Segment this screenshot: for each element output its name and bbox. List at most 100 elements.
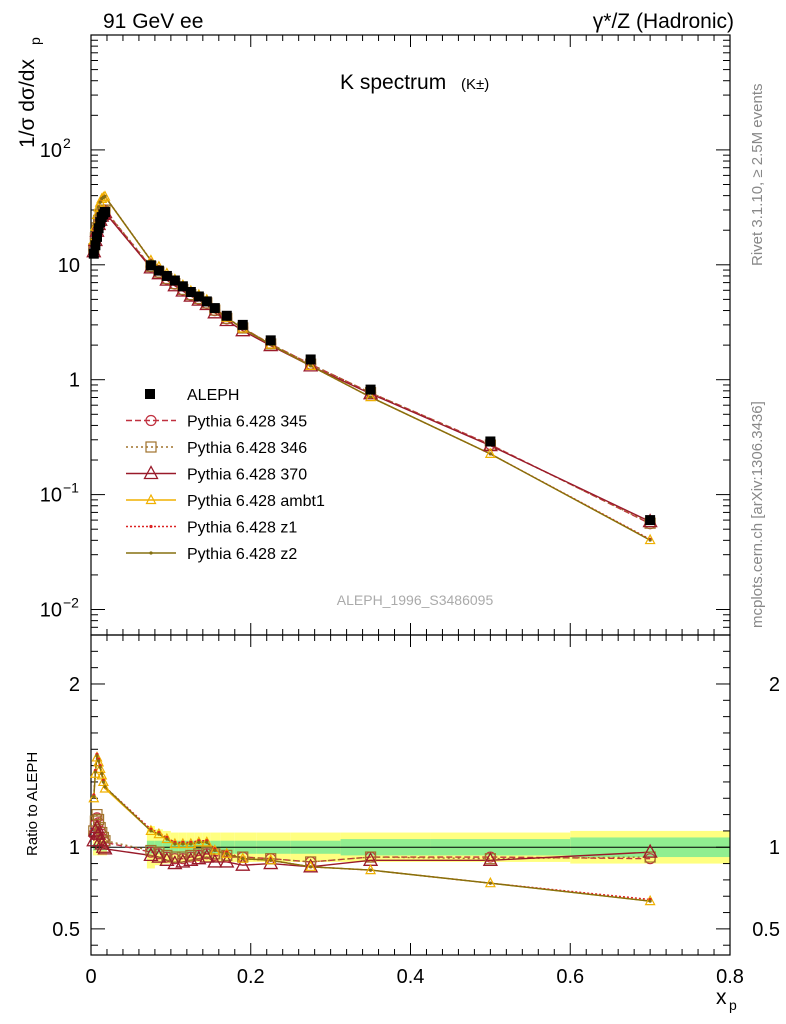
data-point xyxy=(90,240,101,251)
triangle-marker xyxy=(201,836,213,847)
dot-marker xyxy=(98,765,102,769)
data-point xyxy=(177,281,188,292)
series-ratio-line xyxy=(93,755,651,902)
triangle-marker xyxy=(99,782,111,793)
series-markers xyxy=(86,190,658,906)
ratio-y-label: Ratio to ALEPH xyxy=(24,752,41,856)
triangle-marker xyxy=(221,847,233,858)
triangle-marker xyxy=(89,767,101,778)
triangle-marker xyxy=(265,854,277,865)
triangle-marker xyxy=(193,836,205,847)
series-line xyxy=(93,195,651,540)
dot-marker xyxy=(189,842,193,846)
ratio-y-tick-label-right: 0.5 xyxy=(752,919,780,941)
data-point xyxy=(161,270,172,281)
triangle-marker xyxy=(644,533,656,545)
triangle-marker xyxy=(97,840,113,855)
side-label-bottom: mcplots.cern.ch [arXiv:1306.3436] xyxy=(749,401,766,628)
triangle-marker xyxy=(219,853,235,868)
triangle-marker xyxy=(484,876,496,888)
data-point xyxy=(99,207,110,218)
triangle-marker xyxy=(303,357,319,372)
dot-marker xyxy=(95,754,99,758)
data-point xyxy=(237,319,248,330)
series-line xyxy=(93,209,651,524)
triangle-marker xyxy=(305,860,317,871)
dot-marker xyxy=(309,364,313,368)
dot-marker xyxy=(648,899,652,903)
triangle-marker xyxy=(90,825,107,840)
dot-marker xyxy=(149,829,153,833)
triangle-marker xyxy=(482,851,498,866)
triangle-marker xyxy=(199,848,215,863)
triangle-marker xyxy=(642,843,658,858)
triangle-marker xyxy=(237,852,249,863)
y-tick-label: 10 xyxy=(40,485,62,507)
y-axis-label-sub: p xyxy=(27,37,43,45)
x-axis-label: x xyxy=(716,986,727,1009)
square-marker xyxy=(221,849,233,862)
y-axis-label: 1/σ dσ/dx p xyxy=(16,37,43,148)
ratio-y-tick-label: 0.5 xyxy=(52,919,80,941)
dot-marker xyxy=(93,770,97,774)
dot-marker xyxy=(488,881,492,885)
series-ratio-line xyxy=(93,757,651,902)
side-label-top: Rivet 3.1.10, ≥ 2.5M events xyxy=(749,83,766,267)
square-marker xyxy=(153,846,165,858)
triangle-marker xyxy=(305,359,317,370)
dot-marker xyxy=(213,848,217,853)
y-tick-label: 10 xyxy=(58,255,80,277)
dot-marker xyxy=(96,759,101,763)
dot-marker xyxy=(100,772,104,776)
triangle-marker xyxy=(153,827,165,839)
legend-label: Pythia 6.428 z2 xyxy=(187,546,297,563)
x-axis-label-sub: p xyxy=(729,997,737,1013)
legend: ALEPH Pythia 6.428 345 Pythia 6.428 346 Pyt… xyxy=(126,387,325,563)
data-point xyxy=(95,217,106,228)
data-point xyxy=(169,275,180,286)
dot-marker xyxy=(173,842,177,846)
series-lines xyxy=(93,195,651,902)
x-tick-label: 0.8 xyxy=(716,966,744,988)
dot-marker xyxy=(488,452,492,456)
dot-marker xyxy=(165,837,169,841)
triangle-marker xyxy=(209,844,221,855)
triangle-marker xyxy=(145,824,157,836)
data-point xyxy=(209,303,220,314)
square-marker xyxy=(185,849,197,862)
triangle-marker xyxy=(185,837,197,849)
square-marker xyxy=(177,851,189,863)
triangle-marker xyxy=(207,853,223,868)
dot-marker xyxy=(103,785,107,789)
triangle-marker xyxy=(145,493,157,505)
x-tick-label: 0.6 xyxy=(556,966,584,988)
ratio-y-tick-label: 1 xyxy=(69,837,80,859)
header-left: 91 GeV ee xyxy=(103,10,204,33)
triangle-marker xyxy=(644,894,656,906)
y-tick-label-exp: −2 xyxy=(63,595,79,611)
square-marker xyxy=(193,848,205,860)
dot-marker xyxy=(181,842,185,846)
dot-marker xyxy=(368,868,373,872)
triangle-marker xyxy=(484,447,496,458)
y-tick-label: 10 xyxy=(40,140,62,162)
data-point xyxy=(365,384,376,395)
y-tick-label: 10 xyxy=(40,600,62,622)
triangle-marker xyxy=(143,847,159,862)
triangle-marker xyxy=(88,791,100,803)
x-tick-label: 0 xyxy=(85,966,96,988)
y-tick-label: 1 xyxy=(69,370,80,392)
legend-label: Pythia 6.428 346 xyxy=(187,440,307,457)
chart-title: K spectrum xyxy=(340,71,446,94)
ratio-plot-frame xyxy=(90,634,731,956)
dot-marker xyxy=(101,780,105,784)
dot-marker xyxy=(368,395,373,399)
main-plot-frame xyxy=(90,34,731,636)
dot-marker xyxy=(92,795,96,799)
dot-marker xyxy=(269,858,273,862)
triangle-marker xyxy=(159,851,175,866)
legend-label: Pythia 6.428 345 xyxy=(187,414,307,431)
legend-label-data: ALEPH xyxy=(187,387,239,404)
dot-marker xyxy=(96,205,101,209)
